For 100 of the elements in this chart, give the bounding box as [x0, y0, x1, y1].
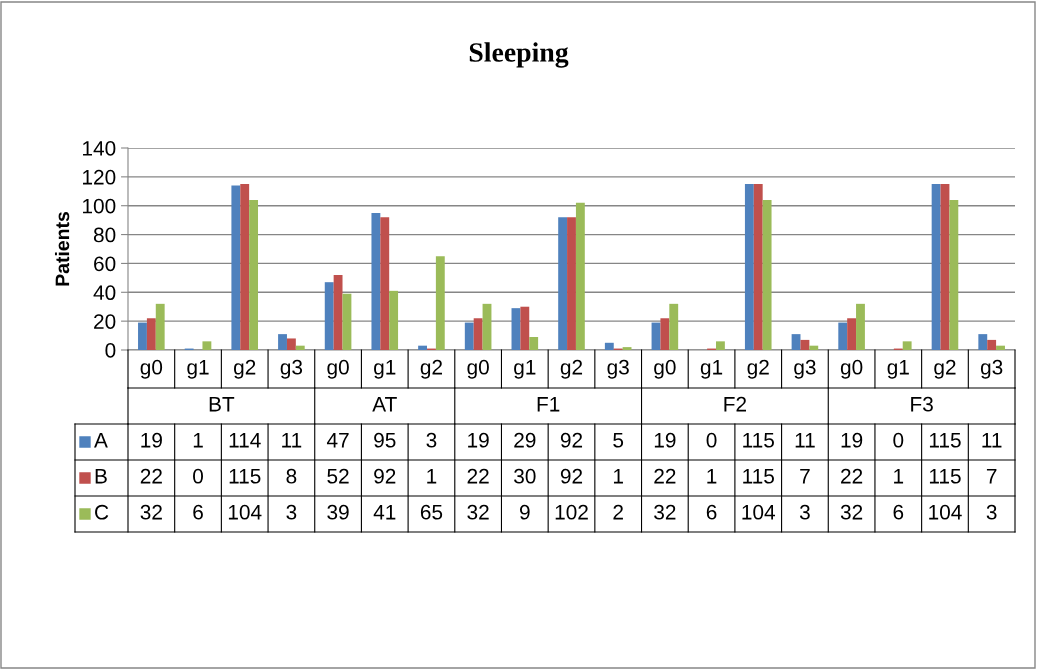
data-label: 6: [893, 504, 904, 520]
bar: [902, 341, 912, 350]
bar: [856, 303, 865, 350]
x-tick-label: g2: [747, 359, 769, 379]
data-label: 104: [742, 504, 776, 520]
y-tick-label: 100: [83, 198, 116, 214]
x-tick-label: g1: [187, 360, 209, 379]
bar: [744, 184, 754, 350]
bar: [847, 318, 857, 350]
legend-label: C: [95, 504, 109, 520]
data-label: 7: [800, 469, 810, 484]
x-tick-label: g1: [374, 360, 396, 379]
bar: [622, 347, 632, 350]
bar: [202, 341, 212, 350]
data-label: 95: [374, 432, 396, 448]
text: F3: [911, 396, 933, 412]
x-tick-label: g3: [980, 359, 1003, 379]
data-label: 92: [374, 468, 396, 484]
y-tick-label: 120: [83, 169, 116, 185]
legend-label: B: [95, 469, 107, 484]
data-label: 115: [743, 433, 774, 448]
data-label: 7: [986, 469, 997, 484]
data-label: 0: [193, 468, 204, 484]
data-label: 115: [929, 469, 961, 484]
data-label: 1: [613, 469, 623, 484]
data-label: 11: [795, 433, 815, 448]
bar: [529, 337, 539, 350]
data-label: 8: [286, 468, 297, 484]
bar: [791, 334, 801, 350]
data-label: 19: [654, 432, 676, 448]
text: F1: [537, 397, 560, 412]
data-label: 92: [560, 432, 583, 448]
data-label: 9: [520, 504, 530, 520]
bar: [324, 282, 334, 350]
text: BT: [209, 397, 235, 412]
bar: [138, 322, 147, 350]
bar: [286, 338, 296, 350]
data-label: 6: [193, 504, 203, 520]
x-tick-label: g1: [514, 360, 536, 379]
data-label: 30: [514, 468, 536, 484]
bar: [333, 274, 343, 350]
data-label: 47: [326, 433, 349, 448]
bar: [435, 256, 445, 350]
text: AT: [372, 397, 397, 412]
data-label: 1: [707, 469, 717, 484]
y-axis-title: Patients: [54, 211, 70, 286]
data-label: 3: [286, 504, 297, 520]
bar: [838, 322, 848, 350]
x-tick-label: g2: [560, 359, 583, 379]
data-label: 32: [654, 504, 676, 520]
bar: [146, 318, 156, 350]
x-tick-label: g2: [420, 359, 442, 379]
chart-title: Sleeping: [469, 42, 569, 68]
bar: [567, 217, 576, 350]
bar: [809, 345, 819, 350]
data-label: 0: [893, 432, 904, 448]
bar: [940, 184, 950, 350]
x-tick-label: g0: [467, 359, 489, 379]
bar: [987, 339, 997, 350]
bar: [371, 212, 381, 350]
bar: [978, 334, 988, 350]
data-label: 102: [555, 504, 588, 520]
data-label: 0: [706, 432, 717, 448]
bar: [762, 199, 772, 350]
data-label: 114: [229, 433, 261, 448]
x-tick-label: g0: [654, 359, 676, 379]
bar: [558, 217, 568, 350]
x-tick-label: g3: [794, 359, 816, 379]
data-label: 11: [982, 433, 1002, 448]
bar: [240, 184, 250, 350]
bar: [231, 185, 241, 350]
bar: [155, 303, 165, 350]
bar: [278, 334, 287, 350]
y-tick-label: 0: [105, 343, 116, 358]
data-label: 22: [140, 468, 162, 484]
y-tick-label: 140: [83, 141, 116, 156]
data-label: 3: [986, 504, 997, 520]
bar: [800, 339, 810, 350]
x-tick-label: g1: [700, 360, 723, 379]
bar: [669, 303, 679, 350]
data-label: 1: [427, 469, 437, 484]
bar: [753, 184, 763, 350]
data-label: 1: [193, 433, 203, 448]
data-label: 104: [929, 504, 962, 520]
data-label: 115: [229, 469, 261, 484]
data-label: 19: [468, 432, 489, 448]
bar: [389, 290, 399, 350]
x-tick-label: g2: [234, 359, 256, 379]
data-label: 92: [560, 468, 583, 484]
y-tick-label: 80: [93, 227, 116, 243]
bar: [249, 199, 259, 350]
data-label: 3: [799, 504, 810, 520]
data-label: 5: [613, 433, 624, 448]
bar: [464, 322, 474, 350]
data-label: 52: [327, 468, 349, 484]
data-label: 11: [282, 433, 302, 448]
data-label: 6: [706, 504, 717, 520]
y-tick-label: 40: [93, 285, 116, 301]
bar: [342, 293, 352, 350]
data-label: 39: [327, 504, 349, 520]
